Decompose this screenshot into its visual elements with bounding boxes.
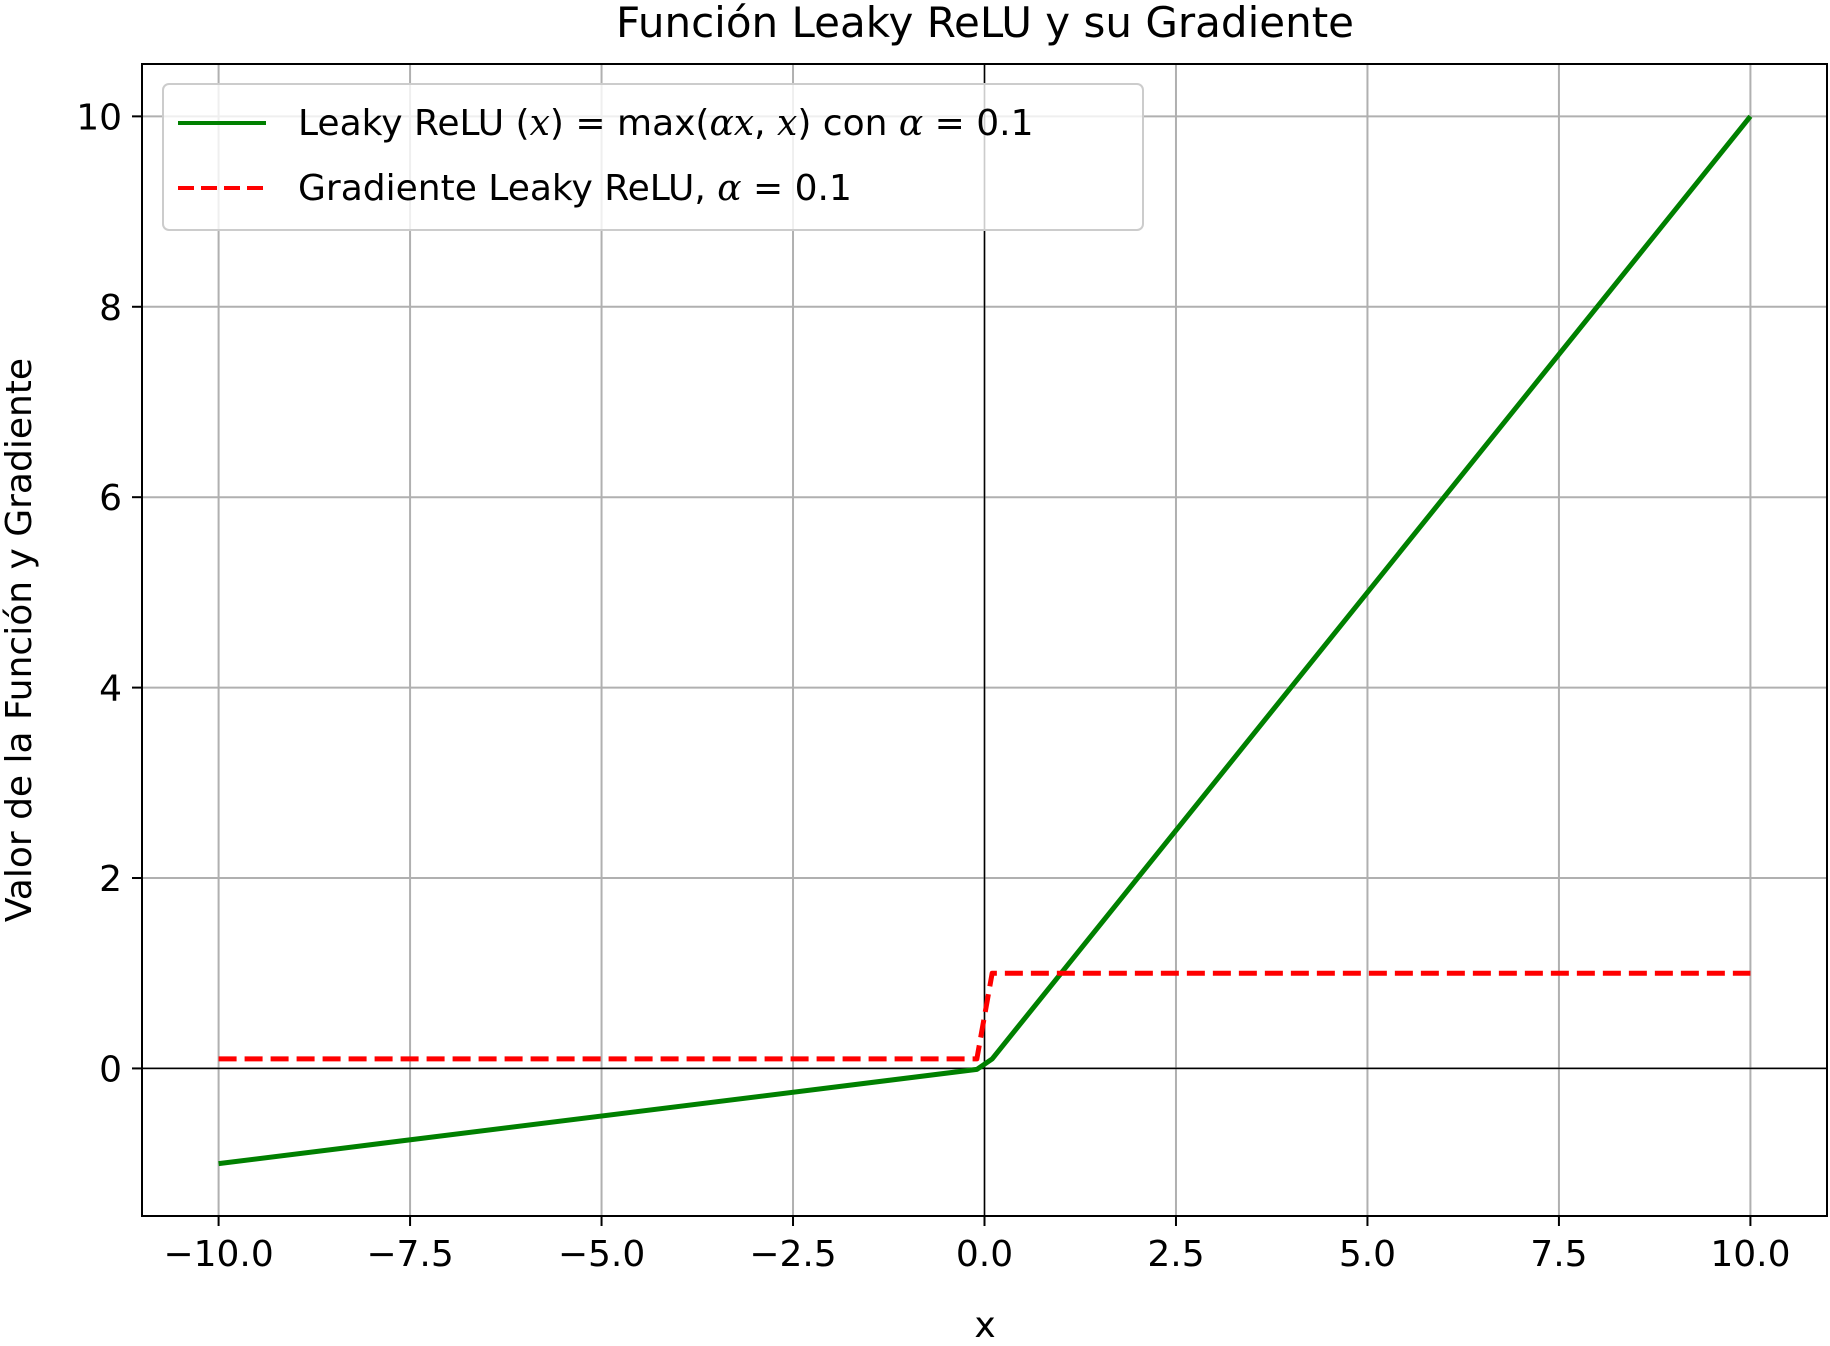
y-tick-label: 6 bbox=[99, 478, 122, 519]
legend-text-part: ) = max( bbox=[550, 103, 710, 144]
x-tick-label: 5.0 bbox=[1339, 1234, 1396, 1275]
chart-title: Función Leaky ReLU y su Gradiente bbox=[616, 0, 1354, 47]
y-tick-label: 4 bbox=[99, 669, 122, 710]
legend-box bbox=[162, 83, 1144, 231]
x-axis-label: x bbox=[974, 1305, 995, 1346]
legend-math-part: x bbox=[530, 103, 550, 144]
legend-math-part: αx bbox=[709, 103, 754, 144]
y-tick-label: 2 bbox=[99, 859, 122, 900]
x-tick-label: −2.5 bbox=[749, 1234, 836, 1275]
x-tick-label: 0.0 bbox=[956, 1234, 1013, 1275]
y-tick-label: 8 bbox=[99, 288, 122, 329]
y-tick-label: 0 bbox=[99, 1049, 122, 1090]
x-tick-label: 10.0 bbox=[1710, 1234, 1790, 1275]
x-tick-label: −5.0 bbox=[558, 1234, 645, 1275]
legend-text-part: Leaky ReLU ( bbox=[298, 103, 530, 144]
x-tick-label: 7.5 bbox=[1530, 1234, 1587, 1275]
legend-text-part: , bbox=[754, 103, 777, 144]
series-line-gradient bbox=[218, 970, 1751, 1062]
series-layer bbox=[218, 114, 1753, 1167]
y-tick-label: 10 bbox=[76, 97, 122, 138]
legend-text-part: = 0.1 bbox=[742, 168, 852, 209]
x-tick-label: −10.0 bbox=[163, 1234, 273, 1275]
legend-text-part: = 0.1 bbox=[923, 103, 1033, 144]
legend-math-part: α bbox=[899, 103, 923, 144]
legend-label-leaky-relu: Leaky ReLU (x) = max(αx, x) con α = 0.1 bbox=[298, 103, 1034, 144]
y-axis-label: Valor de la Función y Gradiente bbox=[0, 358, 40, 922]
legend-math-part: x bbox=[777, 103, 797, 144]
x-tick-label: −7.5 bbox=[366, 1234, 453, 1275]
legend-text-part: ) con bbox=[797, 103, 899, 144]
legend-text-part: Gradiente Leaky ReLU, bbox=[298, 168, 717, 209]
legend-label-gradient: Gradiente Leaky ReLU, α = 0.1 bbox=[298, 168, 852, 209]
x-tick-label: 2.5 bbox=[1147, 1234, 1204, 1275]
series-line-leaky-relu bbox=[218, 114, 1753, 1167]
legend-math-part: α bbox=[717, 168, 741, 209]
ticks: −10.0 −7.5 −5.0 −2.5 0.0 2.5 5.0 7.5 10.0 0 2 4 6 8 10 bbox=[76, 97, 1790, 1275]
legend: Leaky ReLU (x) = max(αx, x) con α = 0.1 … bbox=[162, 83, 1144, 231]
